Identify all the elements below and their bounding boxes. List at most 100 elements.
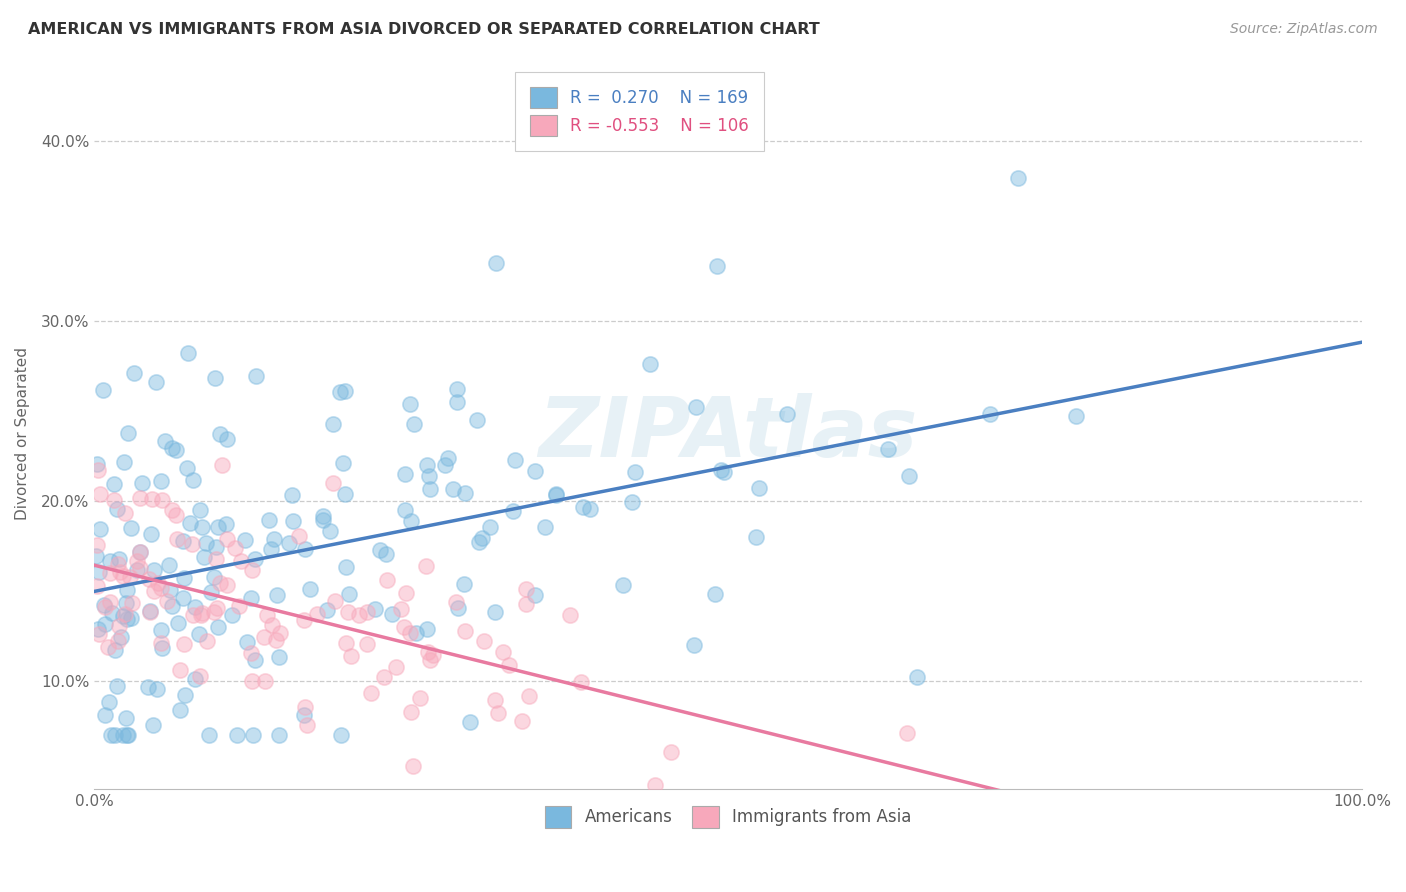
Point (200, 585, 222, 599)
Point (486, 706, 509, 720)
Point (131, 475, 153, 490)
Legend: Americans, Immigrants from Asia: Americans, Immigrants from Asia (538, 799, 918, 834)
Point (375, 574, 398, 588)
Point (105, 679, 128, 693)
Point (385, 659, 408, 673)
Point (706, 260, 728, 274)
Point (129, 545, 152, 559)
Point (138, 605, 160, 619)
Point (398, 396, 420, 410)
Point (368, 543, 391, 558)
Point (84, 549, 107, 564)
Point (257, 513, 280, 527)
Point (337, 587, 360, 601)
Point (94, 616, 117, 631)
Point (191, 520, 214, 534)
Point (104, 643, 127, 657)
Point (235, 635, 257, 649)
Point (484, 693, 506, 707)
Point (242, 728, 264, 742)
Point (330, 728, 353, 742)
Point (292, 613, 315, 627)
Point (169, 664, 191, 678)
Point (181, 607, 204, 622)
Point (112, 728, 135, 742)
Point (129, 561, 152, 575)
Point (315, 602, 337, 616)
Point (181, 473, 204, 487)
Point (138, 681, 160, 695)
Point (322, 475, 344, 490)
Point (281, 514, 304, 528)
Point (533, 520, 555, 534)
Point (202, 570, 225, 584)
Point (323, 594, 346, 608)
Point (204, 552, 226, 566)
Point (86, 538, 108, 552)
Point (86, 458, 108, 472)
Point (745, 530, 768, 544)
Point (710, 463, 733, 477)
Point (329, 385, 352, 400)
Point (215, 578, 238, 592)
Point (205, 541, 228, 555)
Point (659, 745, 682, 759)
Point (307, 607, 329, 621)
Point (190, 608, 212, 623)
Point (125, 553, 148, 567)
Point (503, 453, 526, 467)
Point (165, 508, 187, 522)
Point (322, 417, 344, 431)
Point (141, 492, 163, 507)
Point (179, 516, 201, 530)
Point (264, 633, 287, 648)
Point (294, 699, 316, 714)
Point (419, 483, 441, 497)
Point (114, 506, 136, 520)
Point (100, 728, 122, 742)
Point (337, 605, 360, 619)
Point (245, 369, 267, 384)
Point (115, 612, 138, 626)
Point (97, 640, 120, 654)
Point (150, 623, 173, 637)
Point (228, 599, 250, 613)
Point (422, 648, 444, 662)
Point (332, 457, 354, 471)
Point (118, 570, 141, 584)
Point (98, 554, 121, 568)
Point (143, 584, 166, 599)
Point (465, 413, 488, 427)
Point (207, 520, 229, 534)
Point (87, 627, 110, 641)
Point (104, 728, 127, 742)
Point (405, 626, 427, 640)
Point (471, 531, 494, 545)
Point (381, 607, 404, 621)
Point (114, 607, 136, 621)
Point (111, 568, 134, 582)
Point (260, 541, 283, 556)
Point (644, 778, 666, 792)
Point (188, 627, 211, 641)
Point (415, 458, 437, 472)
Point (312, 513, 335, 527)
Point (515, 582, 537, 596)
Point (193, 550, 215, 565)
Point (122, 366, 145, 380)
Point (356, 637, 378, 651)
Point (120, 521, 142, 535)
Point (776, 407, 799, 421)
Point (150, 636, 173, 650)
Point (415, 622, 437, 636)
Point (579, 501, 602, 516)
Point (418, 469, 440, 483)
Point (173, 571, 195, 585)
Point (93, 383, 115, 397)
Point (523, 588, 546, 602)
Point (394, 467, 416, 481)
Point (277, 536, 299, 550)
Point (146, 576, 169, 591)
Point (87, 463, 110, 477)
Point (173, 689, 195, 703)
